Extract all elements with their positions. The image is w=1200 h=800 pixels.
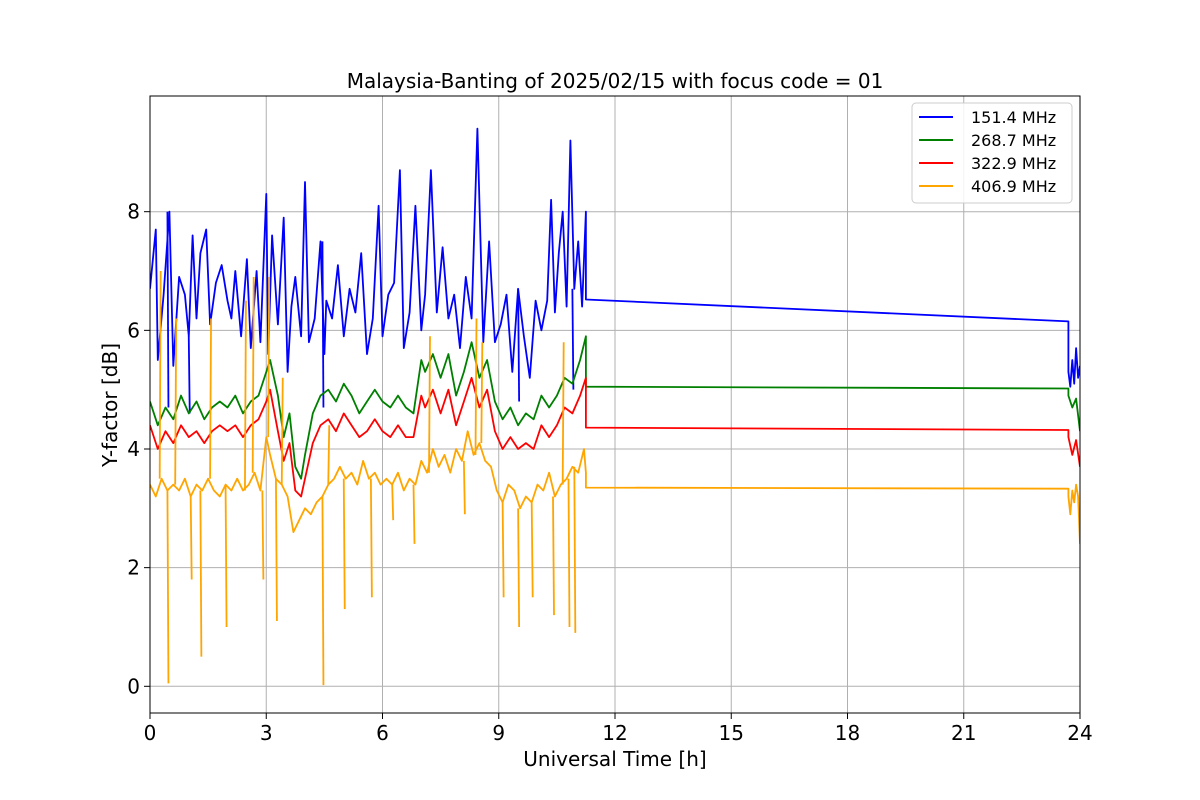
series-line-406-9-mhz — [150, 430, 1080, 544]
series-spike-151-4-mhz — [517, 288, 521, 402]
series-spike-406-9-mhz — [209, 318, 212, 479]
x-tick-label: 21 — [951, 721, 976, 745]
series-spike-406-9-mhz — [501, 502, 505, 598]
y-axis-label: Y-factor [dB] — [98, 343, 122, 468]
series-spike-406-9-mhz — [480, 342, 484, 444]
y-tick-label: 0 — [127, 674, 140, 698]
series-line-322-9-mhz — [150, 376, 1080, 498]
series-spike-406-9-mhz — [567, 478, 571, 627]
chart-title: Malaysia-Banting of 2025/02/15 with focu… — [347, 69, 884, 93]
series-spike-406-9-mhz — [342, 478, 346, 610]
series-spike-406-9-mhz — [275, 478, 278, 622]
series-spike-406-9-mhz — [517, 508, 521, 627]
legend-label: 406.9 MHz — [971, 177, 1056, 196]
x-tick-label: 24 — [1067, 721, 1092, 745]
y-tick-label: 4 — [127, 437, 140, 461]
legend-label: 322.9 MHz — [971, 154, 1056, 173]
series-spike-406-9-mhz — [412, 484, 416, 544]
series-spike-406-9-mhz — [462, 460, 466, 515]
x-tick-label: 3 — [260, 721, 273, 745]
x-tick-label: 0 — [144, 721, 157, 745]
series-spike-406-9-mhz — [573, 466, 577, 633]
series-spike-406-9-mhz — [189, 496, 193, 580]
x-tick-label: 6 — [376, 721, 389, 745]
series-spike-406-9-mhz — [267, 276, 271, 438]
series-spike-406-9-mhz — [166, 490, 170, 684]
series-spike-406-9-mhz — [261, 490, 265, 580]
series-spike-151-4-mhz — [321, 241, 325, 408]
series-spike-406-9-mhz — [321, 496, 325, 686]
series-spike-406-9-mhz — [369, 478, 373, 598]
x-tick-label: 15 — [719, 721, 744, 745]
series-line-151-4-mhz — [150, 127, 1080, 388]
series-spike-406-9-mhz — [391, 484, 395, 521]
legend-label: 268.7 MHz — [971, 131, 1056, 150]
x-tick-label: 9 — [492, 721, 505, 745]
series-spike-406-9-mhz — [552, 496, 555, 616]
series-spike-406-9-mhz — [158, 271, 162, 479]
series-spike-406-9-mhz — [244, 300, 247, 491]
x-axis-label: Universal Time [h] — [523, 747, 706, 771]
series-spike-406-9-mhz — [251, 276, 255, 473]
series-spike-406-9-mhz — [327, 425, 331, 485]
series-spike-151-4-mhz — [571, 288, 575, 390]
series-spike-406-9-mhz — [280, 377, 284, 485]
series-line-268-7-mhz — [150, 335, 1080, 480]
legend-box — [911, 102, 1073, 204]
series-spike-406-9-mhz — [561, 342, 565, 485]
series-spike-151-4-mhz — [187, 336, 191, 414]
series-spike-406-9-mhz — [174, 318, 178, 485]
series-spike-406-9-mhz — [428, 336, 431, 473]
series-spike-151-4-mhz — [166, 211, 170, 408]
x-tick-label: 12 — [602, 721, 627, 745]
series-spike-406-9-mhz — [199, 490, 203, 657]
series-layer — [150, 127, 1080, 686]
series-spike-406-9-mhz — [224, 484, 228, 627]
y-tick-label: 2 — [127, 556, 140, 580]
y-tick-label: 8 — [127, 200, 140, 224]
series-spike-406-9-mhz — [530, 502, 534, 598]
legend: 151.4 MHz 268.7 MHz 322.9 MHz 406.9 MHz — [911, 102, 1073, 204]
series-spike-406-9-mhz — [474, 318, 478, 455]
legend-label: 151.4 MHz — [971, 108, 1056, 127]
x-tick-label: 18 — [835, 721, 860, 745]
y-tick-label: 6 — [127, 318, 140, 342]
